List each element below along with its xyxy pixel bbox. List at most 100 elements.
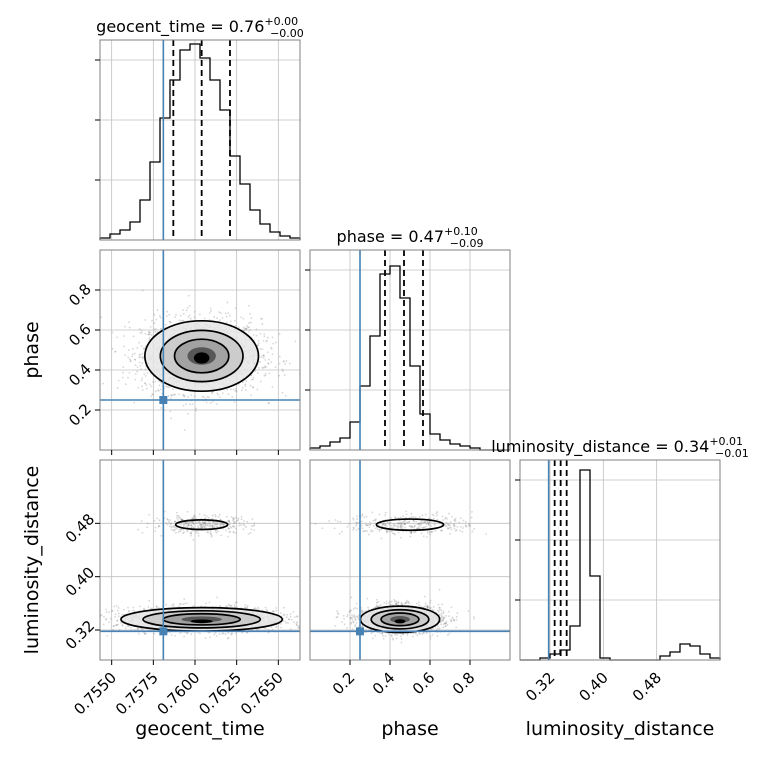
sample-point bbox=[117, 615, 120, 618]
sample-point bbox=[254, 607, 257, 610]
sample-point bbox=[265, 365, 267, 368]
sample-point bbox=[179, 632, 181, 634]
sample-point bbox=[288, 362, 291, 365]
sample-point bbox=[250, 394, 253, 397]
title-prefix: luminosity_distance = 0.34 bbox=[491, 437, 709, 457]
sample-point bbox=[230, 526, 233, 529]
sample-point bbox=[210, 534, 213, 537]
sample-point bbox=[171, 528, 173, 531]
sample-point bbox=[387, 601, 390, 604]
sample-point bbox=[126, 625, 129, 627]
sample-point bbox=[235, 601, 238, 604]
sample-point bbox=[111, 347, 114, 350]
sample-point bbox=[240, 316, 243, 319]
sample-point bbox=[295, 622, 298, 625]
sample-point bbox=[175, 527, 178, 530]
sample-point bbox=[169, 321, 172, 324]
sample-point bbox=[185, 521, 188, 524]
sample-point bbox=[202, 521, 204, 524]
sample-point bbox=[159, 388, 162, 391]
sample-point bbox=[138, 356, 141, 359]
sample-point bbox=[207, 531, 210, 534]
sample-point bbox=[122, 608, 125, 611]
sample-point bbox=[185, 309, 188, 312]
sample-point bbox=[178, 522, 180, 525]
hist-panel-geocent_time: geocent_time = 0.76+0.00 −0.00 bbox=[95, 15, 304, 241]
sample-point bbox=[181, 319, 184, 322]
sample-point bbox=[148, 331, 151, 334]
sample-point bbox=[271, 336, 274, 339]
sample-point bbox=[136, 370, 138, 373]
sample-point bbox=[253, 607, 256, 610]
hist-panel-luminosity_distance: luminosity_distance = 0.34+0.01 −0.01 bbox=[491, 435, 749, 661]
sample-point bbox=[375, 598, 378, 601]
sample-point bbox=[297, 627, 300, 629]
sample-point bbox=[188, 524, 191, 527]
sample-point bbox=[252, 333, 255, 336]
sample-point bbox=[219, 604, 222, 607]
sample-point bbox=[202, 520, 205, 523]
sample-point bbox=[446, 624, 449, 626]
sample-point bbox=[100, 614, 103, 616]
sample-point bbox=[196, 525, 199, 527]
sample-point bbox=[127, 376, 129, 379]
sample-point bbox=[109, 617, 112, 620]
sample-point bbox=[155, 605, 158, 608]
sample-point bbox=[141, 385, 143, 388]
sample-point bbox=[249, 384, 252, 387]
sample-point bbox=[436, 635, 439, 637]
sample-point bbox=[174, 531, 177, 534]
histogram-geocent_time bbox=[99, 43, 301, 240]
sample-point bbox=[442, 612, 445, 615]
sample-point bbox=[164, 323, 167, 326]
sample-point bbox=[144, 632, 147, 635]
sample-point bbox=[441, 615, 444, 618]
sample-point bbox=[399, 635, 402, 638]
sample-point bbox=[192, 539, 195, 541]
sample-point bbox=[172, 525, 175, 528]
sample-point bbox=[191, 403, 194, 406]
sample-point bbox=[245, 327, 248, 330]
sample-point bbox=[305, 613, 307, 615]
sample-point bbox=[198, 513, 201, 516]
sample-point bbox=[190, 520, 193, 523]
sample-point bbox=[215, 531, 218, 534]
sample-point bbox=[305, 619, 307, 621]
sample-point bbox=[143, 632, 146, 635]
sample-point bbox=[158, 314, 161, 317]
sample-point bbox=[213, 526, 216, 528]
sample-point bbox=[227, 519, 230, 522]
sample-point bbox=[138, 354, 141, 357]
sample-point bbox=[170, 525, 173, 528]
sample-point bbox=[275, 609, 278, 612]
sample-point bbox=[193, 515, 196, 518]
sample-point bbox=[242, 381, 244, 384]
sample-point bbox=[146, 372, 149, 375]
sample-point bbox=[211, 524, 213, 527]
sample-point bbox=[185, 522, 188, 525]
sample-point bbox=[301, 623, 303, 625]
sample-point bbox=[230, 604, 233, 607]
sample-point bbox=[133, 628, 136, 631]
sample-point bbox=[247, 326, 249, 329]
sample-point bbox=[148, 330, 150, 333]
sample-point bbox=[187, 523, 190, 526]
sample-point bbox=[105, 619, 108, 621]
sample-point bbox=[354, 607, 357, 609]
sample-point bbox=[215, 525, 218, 528]
sample-point bbox=[250, 525, 253, 527]
sample-point bbox=[146, 526, 149, 529]
sample-point bbox=[258, 367, 260, 369]
sample-point bbox=[283, 606, 285, 609]
sample-point bbox=[440, 617, 442, 620]
sample-point bbox=[176, 518, 179, 521]
sample-point bbox=[293, 616, 296, 618]
sample-point bbox=[203, 317, 206, 320]
sample-point bbox=[114, 624, 117, 626]
sample-point bbox=[262, 354, 264, 357]
sample-point bbox=[132, 609, 135, 612]
sample-point bbox=[203, 522, 206, 524]
sample-point bbox=[183, 395, 185, 398]
sample-point bbox=[116, 623, 118, 626]
sample-point bbox=[284, 394, 287, 397]
